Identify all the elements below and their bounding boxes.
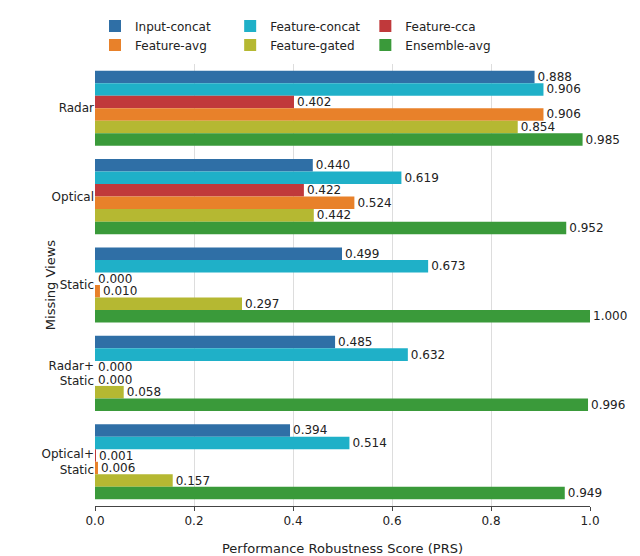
svg-text:0.422: 0.422: [307, 183, 341, 197]
svg-text:0.2: 0.2: [184, 514, 203, 528]
svg-text:0.524: 0.524: [357, 196, 391, 210]
svg-text:0.952: 0.952: [569, 221, 603, 235]
svg-text:0.157: 0.157: [176, 474, 210, 488]
svg-text:1.0: 1.0: [580, 514, 599, 528]
svg-text:0.001: 0.001: [99, 449, 133, 463]
svg-text:0.297: 0.297: [245, 297, 279, 311]
svg-text:0.440: 0.440: [316, 158, 350, 172]
svg-text:Feature-concat: Feature-concat: [270, 20, 360, 34]
svg-text:Static: Static: [60, 278, 94, 292]
svg-text:Feature-cca: Feature-cca: [405, 20, 475, 34]
svg-text:0.906: 0.906: [546, 82, 580, 96]
svg-text:0.058: 0.058: [127, 385, 161, 399]
svg-text:0.010: 0.010: [103, 284, 137, 298]
svg-text:0.8: 0.8: [481, 514, 500, 528]
svg-text:0.006: 0.006: [101, 461, 135, 475]
svg-text:1.000: 1.000: [593, 309, 627, 323]
svg-text:Radar: Radar: [59, 101, 94, 115]
svg-text:0.402: 0.402: [297, 95, 331, 109]
svg-text:0.949: 0.949: [568, 486, 602, 500]
svg-text:0.0: 0.0: [85, 514, 104, 528]
svg-text:0.985: 0.985: [586, 133, 620, 147]
svg-text:0.6: 0.6: [382, 514, 401, 528]
svg-text:Performance Robustness Score (: Performance Robustness Score (PRS): [222, 541, 463, 556]
svg-text:0.4: 0.4: [283, 514, 302, 528]
svg-text:0.632: 0.632: [411, 348, 445, 362]
svg-text:0.996: 0.996: [591, 398, 625, 412]
svg-text:0.619: 0.619: [404, 171, 438, 185]
svg-text:Optical: Optical: [52, 190, 94, 204]
svg-text:0.514: 0.514: [352, 436, 386, 450]
svg-text:0.000: 0.000: [98, 360, 132, 374]
svg-text:0.394: 0.394: [293, 423, 327, 437]
svg-text:0.000: 0.000: [98, 272, 132, 286]
svg-text:0.499: 0.499: [345, 247, 379, 261]
svg-text:Radar+Static: Radar+Static: [49, 359, 94, 389]
svg-text:Feature-avg: Feature-avg: [135, 39, 207, 53]
svg-text:0.485: 0.485: [338, 335, 372, 349]
svg-text:Optical+Static: Optical+Static: [42, 447, 94, 477]
svg-text:Missing Views: Missing Views: [43, 240, 58, 330]
svg-text:0.442: 0.442: [317, 208, 351, 222]
svg-text:0.906: 0.906: [546, 107, 580, 121]
svg-text:0.673: 0.673: [431, 259, 465, 273]
svg-text:Feature-gated: Feature-gated: [270, 39, 354, 53]
svg-text:0.854: 0.854: [521, 120, 555, 134]
svg-text:0.888: 0.888: [538, 70, 572, 84]
svg-text:0.000: 0.000: [98, 373, 132, 387]
svg-text:Input-concat: Input-concat: [135, 20, 211, 34]
svg-text:Ensemble-avg: Ensemble-avg: [405, 39, 490, 53]
